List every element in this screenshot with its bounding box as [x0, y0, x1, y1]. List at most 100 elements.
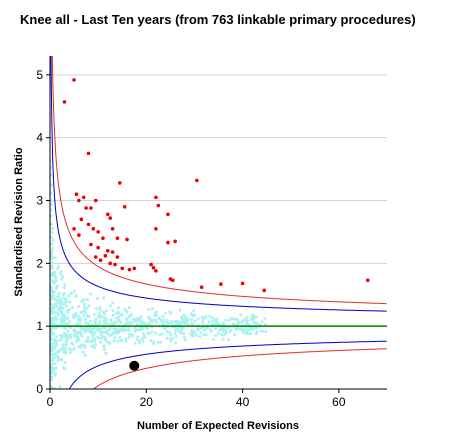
- background-point: [61, 293, 65, 297]
- background-point: [55, 351, 59, 355]
- background-point: [58, 297, 62, 301]
- background-point: [113, 327, 117, 331]
- background-point: [75, 294, 78, 298]
- outlier-point: [170, 278, 175, 283]
- background-point: [155, 320, 158, 324]
- background-point: [51, 246, 55, 250]
- background-point: [198, 335, 202, 339]
- y-tick-label: 4: [36, 131, 43, 145]
- background-point: [50, 335, 53, 339]
- background-point: [135, 338, 139, 342]
- background-point: [53, 367, 57, 370]
- background-point: [51, 346, 55, 349]
- background-point: [169, 321, 173, 325]
- background-point: [201, 318, 205, 322]
- background-point: [58, 385, 62, 388]
- background-point: [102, 319, 106, 323]
- background-point: [50, 199, 53, 203]
- background-point: [84, 311, 88, 315]
- background-point: [133, 341, 137, 345]
- background-point: [63, 283, 67, 287]
- background-point: [54, 276, 58, 280]
- background-point: [221, 321, 225, 325]
- background-point: [79, 345, 83, 349]
- background-point: [59, 348, 63, 352]
- background-point: [145, 331, 149, 335]
- outlier-point: [195, 178, 199, 183]
- outlier-point: [105, 212, 110, 217]
- outlier-point: [89, 242, 93, 247]
- background-point: [104, 309, 108, 313]
- background-point: [55, 284, 59, 288]
- background-point: [108, 327, 112, 331]
- background-point: [53, 362, 57, 366]
- background-point: [50, 319, 53, 323]
- background-point: [239, 327, 243, 331]
- background-point: [137, 317, 141, 321]
- background-point: [220, 333, 224, 336]
- background-point: [152, 340, 156, 344]
- background-point: [260, 329, 263, 333]
- background-point: [236, 326, 240, 330]
- background-point: [84, 329, 88, 333]
- background-point: [204, 333, 208, 337]
- background-point: [183, 338, 187, 342]
- background-point: [83, 317, 87, 321]
- background-point: [136, 328, 139, 332]
- chart-title: Knee all - Last Ten years (from 763 link…: [20, 12, 416, 27]
- background-point: [245, 330, 249, 334]
- background-point: [125, 321, 129, 325]
- gridlines: [50, 74, 387, 327]
- background-point: [149, 339, 153, 343]
- highlight-point: [129, 360, 140, 371]
- outlier-point: [72, 226, 76, 231]
- background-point: [147, 316, 151, 319]
- background-point: [65, 304, 69, 308]
- background-point: [77, 305, 81, 309]
- background-point: [196, 317, 200, 321]
- background-point: [50, 307, 53, 311]
- background-point: [244, 320, 248, 324]
- background-point: [67, 308, 71, 312]
- background-point: [72, 316, 76, 319]
- background-point: [62, 366, 66, 370]
- background-point: [60, 321, 64, 325]
- control-limit-curves: [50, 56, 387, 389]
- outlier-point: [81, 195, 86, 200]
- background-point: [83, 326, 87, 330]
- background-point: [138, 341, 142, 345]
- background-point: [53, 322, 57, 326]
- background-point: [50, 267, 54, 271]
- background-point: [64, 342, 68, 346]
- outlier-point: [219, 282, 223, 286]
- background-point: [98, 322, 102, 326]
- background-point: [51, 331, 55, 335]
- outlier-point: [108, 216, 112, 220]
- background-point: [201, 321, 205, 325]
- background-point: [154, 331, 158, 335]
- background-point: [114, 330, 118, 334]
- background-point: [50, 364, 53, 368]
- background-point: [146, 321, 150, 325]
- background-point: [86, 298, 89, 301]
- outlier-point: [240, 281, 245, 286]
- axes: 0 1 2 3 4 5 0 20 40 60: [36, 56, 387, 409]
- background-point: [131, 334, 135, 338]
- background-point: [53, 373, 57, 377]
- background-point: [80, 334, 84, 338]
- background-point: [77, 338, 81, 342]
- background-point: [200, 315, 204, 319]
- outlier-point: [77, 233, 81, 237]
- background-point: [219, 327, 223, 331]
- background-point: [50, 203, 53, 206]
- background-point: [124, 337, 128, 341]
- background-point: [52, 353, 56, 357]
- background-point: [94, 320, 97, 324]
- background-point: [250, 314, 254, 317]
- background-point: [50, 342, 54, 346]
- background-point: [178, 326, 182, 330]
- outlier-point: [115, 236, 120, 241]
- background-point: [81, 314, 85, 318]
- background-point: [68, 351, 72, 354]
